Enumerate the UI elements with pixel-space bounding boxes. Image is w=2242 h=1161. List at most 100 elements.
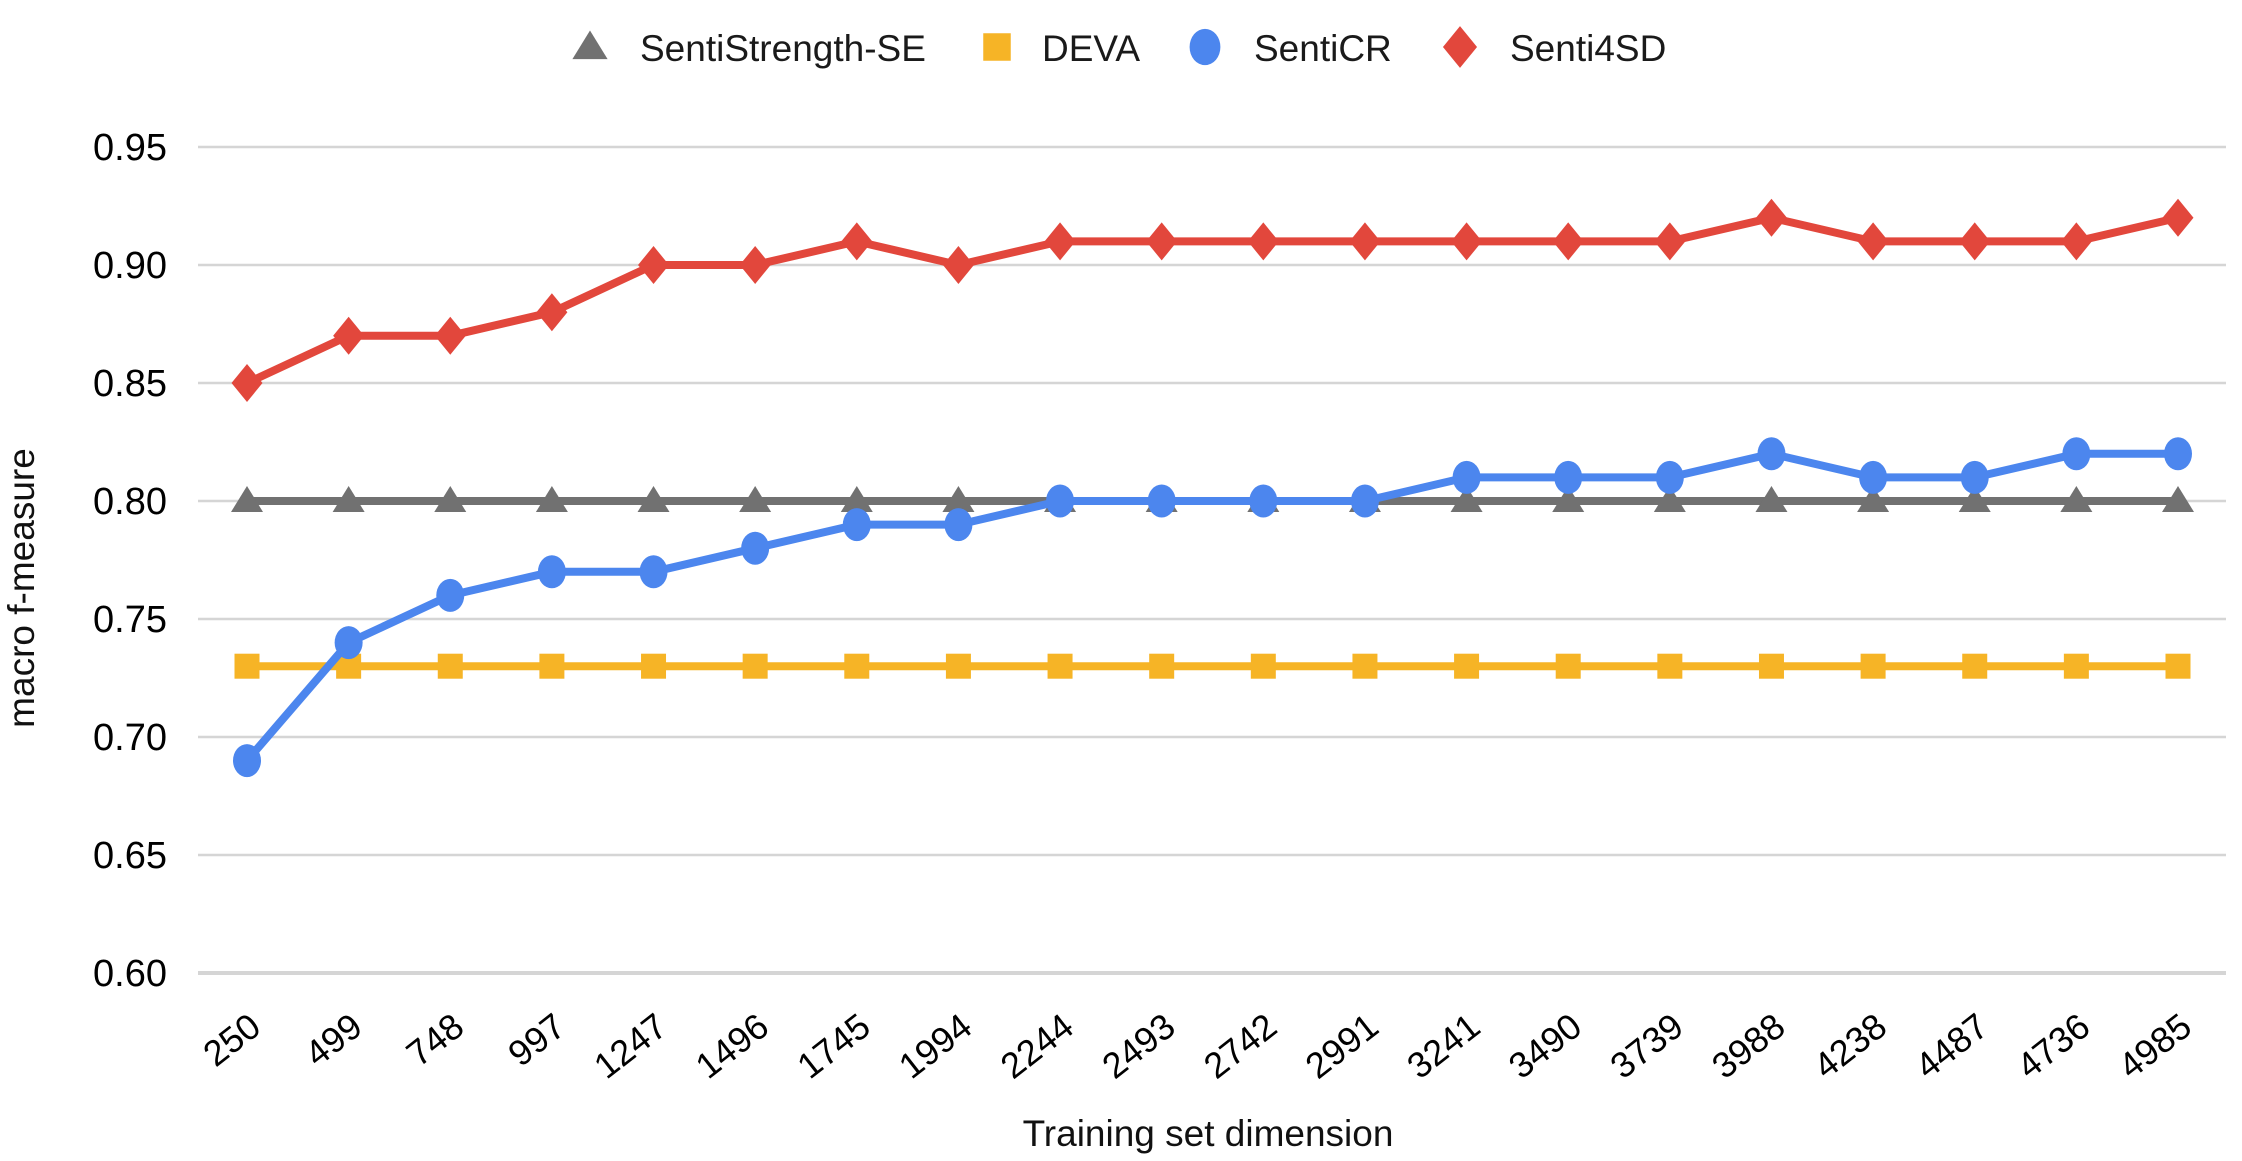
y-tick-label: 0.75 [93,599,167,641]
square-marker [844,653,870,679]
triangle-marker [637,486,670,512]
x-tick-label: 2742 [1196,1005,1284,1087]
series-senti4sd [231,198,2194,402]
square-marker [742,653,768,679]
circle-marker [537,555,566,589]
square-marker [1555,653,1581,679]
square-marker [437,653,463,679]
triangle-marker [840,486,873,512]
square-marker [641,653,667,679]
diamond-marker [2162,198,2194,237]
triangle-marker [942,486,975,512]
gridlines [198,145,2226,975]
triangle-marker [1958,486,1991,512]
x-tick-label: 2991 [1298,1005,1386,1087]
series-layer [231,198,2194,778]
x-tick-label: 1994 [891,1005,979,1087]
circle-marker [944,508,973,542]
square-marker [1860,653,1886,679]
series-deva [234,653,2191,679]
circle-marker [1249,484,1278,518]
y-tick-label: 0.80 [93,481,167,523]
x-tick-label: 4736 [2009,1005,2097,1087]
diamond-marker [1451,222,1483,261]
triangle-marker [535,486,568,512]
circle-marker [1554,460,1583,494]
diamond-marker [1146,222,1178,261]
legend-item-deva: DEVA [983,28,1140,69]
square-marker [1758,653,1784,679]
triangle-marker [2162,486,2194,512]
x-tick-label: 1745 [789,1005,877,1087]
diamond-marker [1442,26,1478,68]
square-marker [1149,653,1175,679]
circle-marker [436,578,465,612]
diamond-marker [1247,222,1279,261]
x-axis-tick-labels: 250 499 748 997 1247 1496 1745 1994 2244 2493 2742… [195,1005,2199,1087]
square-marker [1454,653,1480,679]
diamond-marker [1654,222,1686,261]
x-tick-label: 250 [195,1005,268,1074]
x-axis-title: Training set dimension [1023,1113,1394,1154]
triangle-marker [739,486,772,512]
legend-label-deva: DEVA [1042,28,1140,69]
triangle-marker [332,486,365,512]
circle-marker [842,508,871,542]
square-marker [1352,653,1378,679]
x-tick-label: 4238 [1806,1005,1894,1087]
series-line-senti4sd [243,213,2182,387]
circle-marker [1147,484,1176,518]
diamond-marker [1857,222,1889,261]
triangle-marker [231,486,263,512]
diamond-marker [434,316,466,355]
legend-item-senticr: SentiCR [1189,28,1392,69]
square-marker [1250,653,1276,679]
circle-marker [741,531,770,565]
x-tick-label: 3988 [1704,1005,1792,1087]
triangle-marker [2060,486,2093,512]
x-tick-label: 499 [297,1005,370,1074]
square-marker [2165,653,2191,679]
diamond-marker [1959,222,1991,261]
diamond-marker [942,246,974,284]
square-marker [2063,653,2089,679]
circle-marker [1189,28,1221,66]
square-marker [539,653,565,679]
x-tick-label: 4985 [2111,1005,2199,1087]
circle-marker [1655,460,1684,494]
circle-marker [334,626,363,660]
x-tick-label: 3490 [1501,1005,1589,1087]
y-tick-label: 0.95 [93,127,167,169]
square-marker [1657,653,1683,679]
x-tick-label: 1247 [586,1005,674,1087]
diamond-marker [536,293,568,332]
x-tick-label: 997 [500,1005,573,1074]
circle-marker [1960,460,1989,494]
square-marker [1962,653,1988,679]
diamond-marker [841,222,873,261]
x-tick-label: 1496 [688,1005,776,1087]
y-tick-label: 0.65 [93,835,167,877]
circle-marker [1046,484,1075,518]
legend: SentiStrength-SE DEVA SentiCR Senti4SD [572,26,1666,69]
y-tick-label: 0.90 [93,245,167,287]
diamond-marker [1755,198,1787,237]
square-marker [1047,653,1073,679]
triangle-marker [572,30,608,60]
series-senticr [233,437,2192,778]
circle-marker [233,744,261,778]
x-tick-label: 2493 [1094,1005,1182,1087]
diamond-marker [333,316,365,355]
circle-marker [1859,460,1888,494]
legend-item-sentistrength-se: SentiStrength-SE [572,28,926,69]
y-axis-title: macro f-measure [1,448,42,728]
triangle-marker [1552,486,1585,512]
triangle-marker [1857,486,1890,512]
diamond-marker [638,246,670,284]
legend-item-senti4sd: Senti4SD [1442,26,1666,69]
series-line-senticr [243,449,2182,765]
triangle-marker [434,486,467,512]
diamond-marker [1044,222,1076,261]
